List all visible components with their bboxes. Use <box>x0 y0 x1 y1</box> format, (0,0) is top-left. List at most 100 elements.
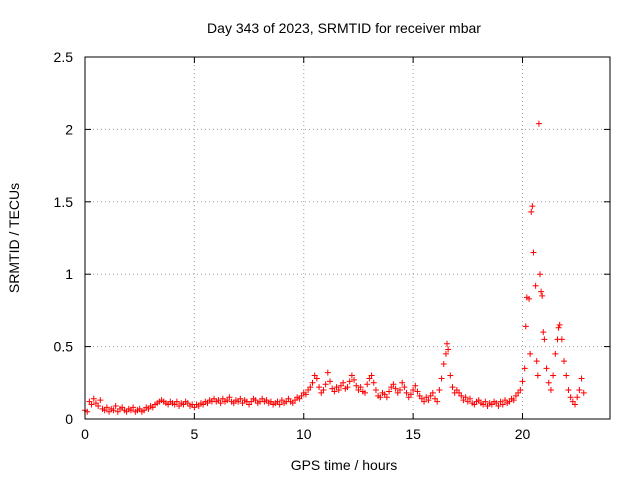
data-point <box>346 378 353 385</box>
data-point <box>440 360 447 367</box>
axis-ticks: 0 5 10 15 20 0 0.5 1 1.5 2 2.5 <box>54 49 610 442</box>
chart-title: Day 343 of 2023, SRMTID for receiver mba… <box>207 20 481 36</box>
data-point <box>322 381 329 388</box>
x-tick-label: 5 <box>190 426 198 442</box>
data-point <box>572 401 578 408</box>
y-tick-label: 2.5 <box>54 49 74 65</box>
x-tick-label: 0 <box>81 426 89 442</box>
x-tick-label: 15 <box>405 426 421 442</box>
y-tick-label: 2 <box>65 121 73 137</box>
data-point <box>541 336 548 343</box>
data-point <box>436 387 443 394</box>
data-point <box>462 394 469 401</box>
data-point <box>353 382 360 389</box>
data-point <box>302 391 309 398</box>
data-point <box>574 394 581 401</box>
x-tick-label: 20 <box>515 426 531 442</box>
x-axis-label: GPS time / hours <box>291 457 398 473</box>
data-point <box>445 346 452 353</box>
data-point <box>307 384 314 391</box>
data-point <box>458 392 465 399</box>
y-tick-label: 1.5 <box>54 194 74 210</box>
data-point <box>335 387 342 394</box>
data-point <box>530 249 537 256</box>
data-point <box>580 389 587 396</box>
data-point <box>421 398 428 405</box>
data-point <box>519 378 526 385</box>
data-point <box>397 387 403 394</box>
data-point <box>526 295 533 302</box>
data-point <box>545 379 552 386</box>
data-point <box>340 379 347 386</box>
data-point <box>90 395 97 402</box>
data-point <box>173 398 180 405</box>
data-point <box>95 402 102 409</box>
data-point <box>517 387 524 394</box>
grid-lines <box>85 57 610 419</box>
data-point <box>348 372 355 379</box>
data-point <box>344 384 351 391</box>
data-point <box>327 378 333 385</box>
data-point <box>499 401 506 408</box>
data-point <box>521 365 528 372</box>
data-point <box>412 382 419 389</box>
data-point <box>539 292 546 299</box>
data-point <box>386 388 393 395</box>
data-point <box>399 379 406 386</box>
data-point <box>495 402 502 409</box>
x-tick-label: 10 <box>296 426 312 442</box>
data-point <box>217 400 224 407</box>
data-point <box>532 282 539 289</box>
data-point <box>555 324 562 331</box>
data-point <box>540 329 547 336</box>
data-point <box>537 271 543 278</box>
data-point <box>438 375 445 382</box>
data-point <box>538 288 545 295</box>
data-point <box>383 394 390 401</box>
data-point <box>527 350 534 357</box>
y-tick-label: 0.5 <box>54 339 74 355</box>
data-point <box>529 203 536 210</box>
data-point <box>110 407 117 414</box>
data-point <box>556 321 563 328</box>
data-point <box>543 365 550 372</box>
data-point <box>444 340 451 347</box>
data-point <box>429 389 436 396</box>
data-point <box>482 398 489 405</box>
data-point <box>392 385 399 392</box>
data-point <box>226 394 233 401</box>
data-point <box>316 384 323 391</box>
data-point <box>561 358 568 365</box>
data-point <box>442 350 449 357</box>
data-point <box>407 391 414 398</box>
y-tick-label: 1 <box>65 266 73 282</box>
y-axis-label: SRMTID / TECUs <box>6 183 22 293</box>
data-point <box>390 381 397 388</box>
data-point <box>357 384 364 391</box>
data-point <box>97 397 104 404</box>
data-point <box>401 384 408 391</box>
data-point <box>403 389 410 396</box>
data-point <box>103 404 110 411</box>
data-point <box>578 375 585 382</box>
data-point <box>276 401 283 408</box>
data-point <box>112 402 119 409</box>
data-point <box>576 387 583 394</box>
data-point <box>565 387 572 394</box>
data-point <box>372 387 379 394</box>
data-point <box>534 372 541 379</box>
data-point <box>309 379 316 386</box>
data-point <box>331 388 338 395</box>
y-tick-label: 0 <box>65 411 73 427</box>
data-point <box>237 395 244 402</box>
data-point <box>447 372 454 379</box>
data-point <box>320 387 327 394</box>
data-point <box>563 372 570 379</box>
data-point <box>362 389 368 396</box>
data-point <box>368 372 375 379</box>
data-point <box>410 387 417 394</box>
data-point <box>377 394 384 401</box>
data-point <box>535 120 542 127</box>
data-point <box>434 398 441 405</box>
